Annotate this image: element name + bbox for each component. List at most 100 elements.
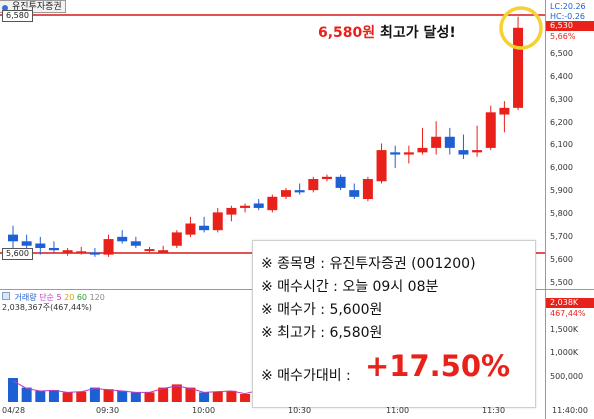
stock-tab-label: 유진투자증권 [12,2,62,12]
x-tick: 04/28 [2,406,26,415]
y-tick: 5,700 [550,232,573,241]
volume-chip: 2,038K [546,298,594,308]
candle-up [144,249,155,252]
volume-bar [130,392,141,402]
candle-down [199,225,210,231]
volume-bar [171,384,182,402]
info-buy-price: ※ 매수가 : 5,600원 [261,302,383,318]
x-tick: 09:30 [96,406,120,415]
info-return-value: +17.50% [365,349,511,383]
candle-down [130,241,141,246]
high-callout: 6,580원 최고가 달성! [318,22,456,42]
volume-bar [76,391,87,402]
x-tick: 11:30 [482,406,506,415]
candle-up [431,136,442,148]
volume-bar [185,387,196,402]
candle-down [444,136,455,148]
y-tick: 6,400 [550,72,573,81]
price-axis: LC:20.26 HC:-0.26 6,530 5,66% 6,500 6,40… [545,0,594,419]
volume-bar [158,387,169,402]
candle-down [458,150,469,155]
x-tick: 11:00 [386,406,410,415]
info-return-label: ※ 매수가대비 : [261,368,351,384]
stock-tab[interactable]: 유진투자증권 [0,0,66,13]
trade-info-box: ※ 종목명 : 유진투자증권 (001200) ※ 매수시간 : 오늘 09시 … [252,240,536,408]
candle-up [212,212,223,231]
x-tick: 10:30 [288,406,312,415]
volume-legend: 거래량 단순 5 20 60 120 2,038,367주(467,44%) [0,292,105,313]
y-tick: 5,600 [550,255,573,264]
volume-bar [89,387,100,402]
candle-up [472,150,483,153]
candle-up [513,27,524,108]
price-chart[interactable] [0,0,545,290]
candle-up [417,147,428,153]
candle-up [403,152,414,155]
candle-up [226,207,237,215]
candle-up [308,179,319,191]
candle-up [376,150,387,182]
ma-label: 단순 [39,293,54,302]
candle-down [21,241,32,246]
volume-bar [212,391,223,402]
info-high-price: ※ 최고가 : 6,580원 [261,325,383,341]
y-tick: 5,500 [550,278,573,287]
candle-down [253,203,264,208]
volume-bar [226,390,237,402]
volume-bar [103,389,114,402]
candle-up [171,232,182,246]
candle-down [35,243,46,248]
candle-down [335,176,346,188]
info-stock-name: ※ 종목명 : 유진투자증권 (001200) [261,256,476,272]
callout-price: 6,580원 [318,25,376,41]
candle-up [76,251,87,254]
candle-up [267,196,278,211]
candle-down [294,190,305,193]
callout-text: 최고가 달성! [380,25,456,41]
ma60-label: 60 [76,293,88,302]
candle-up [321,176,332,180]
volume-bar [35,390,46,402]
info-buy-time: ※ 매수시간 : 오늘 09시 08분 [261,279,439,295]
volume-bar [48,390,59,402]
axis-divider [546,289,594,290]
candle-up [185,223,196,235]
candle-up [62,250,73,253]
candle-up [103,239,114,255]
candle-up [499,107,510,115]
volume-icon [2,292,10,300]
candle-up [240,205,251,208]
y-tick: 5,800 [550,209,573,218]
y-tick: 5,900 [550,186,573,195]
candle-down [89,252,100,255]
ma120-label: 120 [89,293,105,302]
candle-group [8,16,524,257]
vol-tick: 1,000K [550,348,579,357]
vol-tick: 1,500K [550,325,579,334]
ma5-label: 5 [56,293,62,302]
candle-down [117,236,128,242]
volume-bar [199,392,210,402]
candle-up [362,179,373,200]
current-price-chip: 6,530 [546,21,594,31]
volume-value: 2,038,367주(467,44%) [2,303,92,312]
candle-down [8,234,18,242]
volume-bar [144,392,155,402]
volume-bar [62,392,73,402]
volume-pct-label: 467,44% [550,309,586,318]
vol-tick: 500,000 [550,372,584,381]
high-price-chip: 6,580 [2,10,33,22]
current-pct-label: 5,66% [550,32,576,41]
candle-down [48,247,59,251]
candle-up [485,112,496,148]
y-tick: 6,200 [550,118,573,127]
candle-down [390,152,401,155]
buy-price-chip: 5,600 [2,248,33,260]
candle-down [349,190,360,197]
ma20-label: 20 [64,293,75,302]
candle-up [158,250,169,253]
volume-bar [8,378,18,402]
lc-label: LC:20.26 [550,2,586,11]
volume-bar [117,390,128,402]
